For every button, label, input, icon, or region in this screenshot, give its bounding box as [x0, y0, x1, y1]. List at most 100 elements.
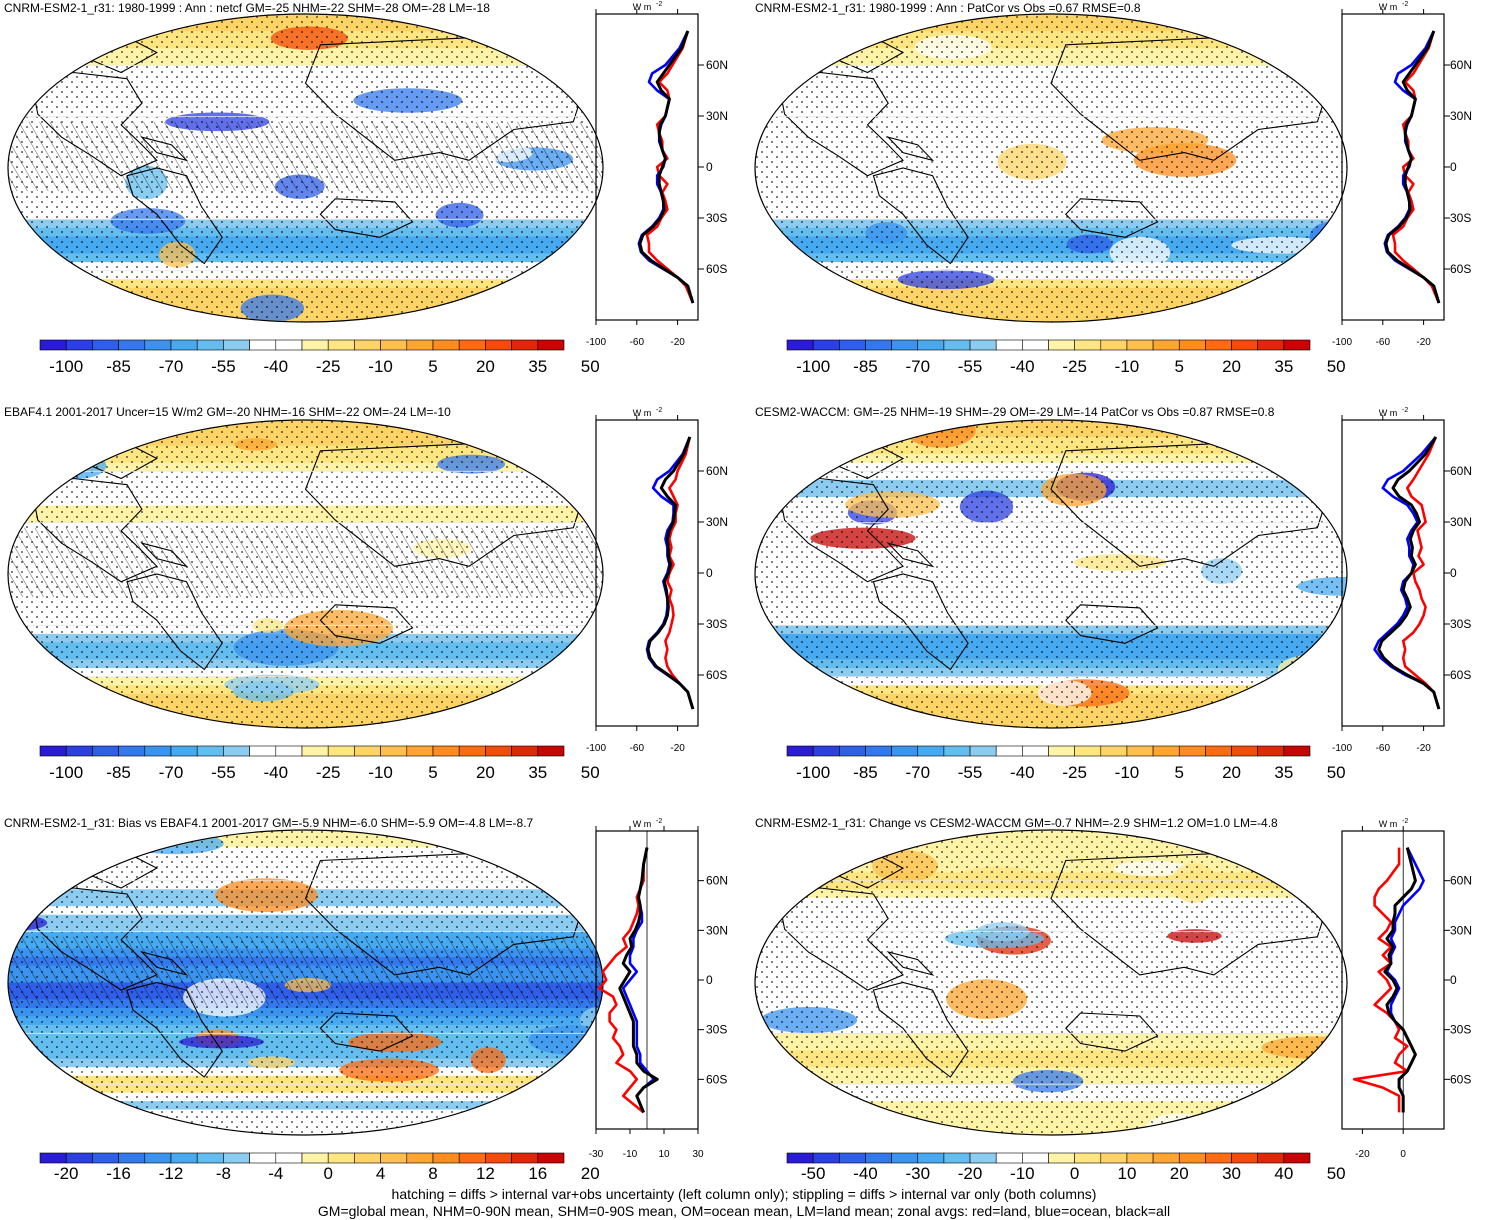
colorbar-label: -55 [958, 763, 983, 782]
coastline [126, 981, 223, 1078]
lat-tick-label: 60S [706, 668, 727, 682]
lat-tick-label: 30N [1450, 515, 1472, 529]
colorbar-swatch [458, 1152, 486, 1164]
colorbar-label: -55 [211, 357, 236, 376]
zonal-unit-label: W m [633, 819, 652, 829]
map-anomaly-patch [821, 696, 867, 727]
colorbar-swatch [406, 339, 434, 351]
colorbar-label: -10 [1010, 1164, 1035, 1180]
colorbar-swatch [249, 1152, 277, 1164]
lat-tick-label: 0 [1450, 973, 1457, 987]
zonal-unit-exponent: -2 [656, 407, 662, 414]
lat-tick-label: 60N [1450, 464, 1472, 478]
zonal-series-land [645, 30, 695, 304]
lat-tick-label: 30N [1450, 923, 1472, 937]
zonal-unit-label: W m [1379, 2, 1398, 12]
colorbar-swatch [485, 339, 512, 351]
colorbar-label: 50 [581, 357, 600, 376]
colorbar-swatch [838, 745, 866, 757]
colorbar-label: -4 [268, 1164, 283, 1180]
colorbar-swatch [406, 745, 434, 757]
colorbar-label: 30 [1222, 1164, 1241, 1180]
colorbar-label: 20 [581, 1164, 600, 1180]
hatching-layer [8, 527, 603, 598]
colorbar-swatch [1048, 1152, 1075, 1164]
colorbar-swatch [223, 339, 250, 351]
panel-title: CESM2-WACCM: GM=-25 NHM=-19 SHM=-29 OM=-… [755, 405, 1275, 419]
figure-canvas: CNRM-ESM2-1_r31: 1980-1999 : Ann : netcf… [4, 1, 1472, 1180]
zonal-unit-label: W m [633, 408, 652, 418]
coastline [872, 573, 969, 671]
zonal-series-all [618, 847, 659, 1113]
zonal-series-all [1377, 436, 1441, 710]
lat-tick-label: 30N [706, 923, 728, 937]
colorbar-label: -25 [316, 357, 341, 376]
colorbar-swatch [838, 339, 866, 351]
colorbar-label: 5 [1175, 763, 1184, 782]
map-field [8, 14, 603, 322]
map-anomaly-patch [1275, 47, 1347, 73]
colorbar-swatch [969, 339, 997, 351]
coastline [872, 981, 969, 1078]
colorbar-label: 20 [1222, 357, 1241, 376]
coastline [1065, 1012, 1159, 1052]
colorbar: -100 -85 -70 -55 -40 -25 -10 5 20 35 50 [39, 745, 600, 782]
lat-tick-label: 60S [706, 262, 727, 276]
colorbar-label: -50 [801, 1164, 826, 1180]
colorbar-swatch [65, 339, 93, 351]
colorbar-swatch [327, 745, 355, 757]
map-anomaly-patch [59, 21, 167, 38]
colorbar-swatch [1205, 339, 1232, 351]
lat-tick-label: 30S [706, 211, 727, 225]
colorbar-label: 5 [1175, 357, 1184, 376]
colorbar-label: -70 [159, 763, 184, 782]
colorbar-label: -16 [106, 1164, 131, 1180]
x-tick-label: -100 [1332, 743, 1352, 754]
colorbar: -50 -40 -30 -20 -10 0 10 20 30 40 50 [786, 1152, 1346, 1180]
colorbar-label: -40 [1010, 763, 1035, 782]
x-tick-label: -60 [1376, 743, 1391, 754]
colorbar-swatch [1126, 1152, 1154, 1164]
colorbar-swatch [1022, 1152, 1049, 1164]
colorbar-swatch [458, 339, 486, 351]
x-tick-label: -20 [1355, 1149, 1370, 1160]
colorbar-swatch [995, 1152, 1023, 1164]
map-outline [7, 419, 604, 729]
zonal-mean-plot: W m -2 -30 -10 10 30 60N 30N 0 30S 60S [589, 818, 728, 1160]
colorbar-label: -85 [106, 763, 131, 782]
colorbar-swatch [118, 745, 146, 757]
lat-tick-label: 60S [1450, 668, 1471, 682]
x-tick-label: 0 [1400, 1149, 1406, 1160]
colorbar-swatch [1178, 1152, 1206, 1164]
zonal-frame [595, 13, 699, 321]
map-anomaly-patch [19, 14, 104, 44]
colorbar-swatch [1022, 339, 1049, 351]
colorbar-swatch [1126, 745, 1154, 757]
map-field [755, 420, 1347, 728]
colorbar-swatch [380, 1152, 408, 1164]
colorbar-swatch [812, 1152, 840, 1164]
x-tick-label: -60 [630, 743, 645, 754]
zonal-mean-plot: W m -2 -20 0 60N 30N 0 30S 60S [1341, 818, 1472, 1160]
colorbar-label: 50 [1327, 763, 1346, 782]
colorbar-label: 35 [528, 763, 547, 782]
colorbar-swatch [1048, 339, 1075, 351]
colorbar-swatch [917, 745, 945, 757]
colorbar-swatch [786, 745, 814, 757]
colorbar-swatch [39, 339, 67, 351]
colorbar-swatch [432, 339, 460, 351]
colorbar-swatch [1257, 339, 1285, 351]
colorbar-swatch [406, 1152, 434, 1164]
colorbar-swatch [301, 339, 329, 351]
colorbar: -20 -16 -12 -8 -4 0 4 8 12 16 20 [39, 1152, 600, 1180]
colorbar-swatch [891, 1152, 919, 1164]
colorbar-swatch [275, 1152, 303, 1164]
colorbar-swatch [1231, 1152, 1259, 1164]
colorbar-swatch [118, 1152, 146, 1164]
colorbar-label: 20 [476, 357, 495, 376]
coastline [319, 1012, 414, 1052]
colorbar-swatch [943, 1152, 971, 1164]
lat-tick-label: 30N [706, 109, 728, 123]
zonal-frame [1341, 13, 1445, 321]
colorbar-swatch [39, 745, 67, 757]
